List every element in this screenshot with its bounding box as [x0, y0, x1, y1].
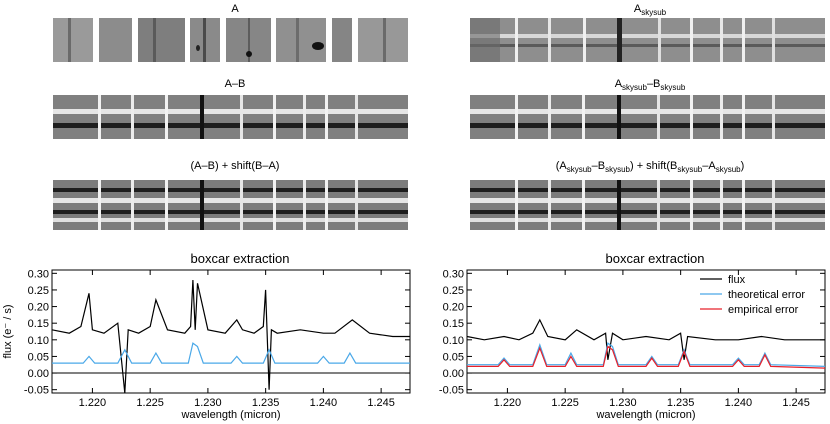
legend-entry: empirical error — [728, 304, 799, 316]
x-tick-label: 1.240 — [310, 397, 338, 409]
y-tick-label: 0.25 — [28, 285, 49, 297]
image-a-minus-b — [53, 95, 408, 139]
chart-right: 1.220 1.225 1.230 1.235 1.240 1.245 0.30 0.25 0.… — [439, 268, 826, 421]
y-tick-label: 0.20 — [443, 302, 464, 314]
image-shift — [53, 180, 408, 230]
y-tick-label: 0.15 — [443, 318, 464, 330]
x-axis-label: wavelength (micron) — [180, 409, 280, 421]
series-line-0 — [51, 279, 410, 394]
panel-title-shift: (A–B) + shift(B–A) — [190, 160, 280, 172]
x-tick-label: 1.235 — [252, 397, 280, 409]
y-tick-label: 0.30 — [28, 268, 49, 280]
legend-entry: theoretical error — [728, 289, 805, 301]
y-tick-label: 0.00 — [28, 368, 49, 380]
panel-title-a-minus-b: A–B — [224, 78, 246, 90]
panel-title-a: A — [231, 3, 239, 15]
image-a-skysub-svg — [470, 18, 825, 62]
legend-entry: flux — [728, 274, 746, 286]
panel-title-shift-skysub: (Askysub–Bskysub) + shift(Bskysub–Askysu… — [555, 160, 745, 175]
chart-left: 1.220 1.225 1.230 1.235 1.240 1.245 0.30 0.25 0.… — [2, 268, 411, 421]
y-tick-label: 0.30 — [443, 268, 464, 280]
image-shift-skysub-svg — [470, 180, 825, 230]
image-a — [53, 18, 408, 62]
panel-title-a-minus-b-skysub: Askysub–Bskysub — [614, 78, 686, 93]
chart-title-left: boxcar extraction — [190, 251, 290, 266]
y-tick-label: 0.05 — [28, 351, 49, 363]
image-a-svg — [53, 18, 408, 62]
image-shift-svg — [53, 180, 408, 230]
y-tick-label: 0.10 — [443, 335, 464, 347]
y-tick-label: 0.00 — [443, 368, 464, 380]
y-tick-label: -0.05 — [439, 385, 464, 397]
y-tick-label: 0.05 — [443, 351, 464, 363]
series-line-theoretical-error — [467, 342, 826, 367]
image-a-minus-b-svg — [53, 95, 408, 139]
x-tick-label: 1.245 — [367, 397, 395, 409]
x-tick-label: 1.240 — [725, 397, 753, 409]
image-a-skysub — [470, 18, 825, 62]
image-a-minus-b-skysub — [470, 95, 825, 139]
y-tick-label: 0.10 — [28, 335, 49, 347]
x-tick-label: 1.220 — [79, 397, 107, 409]
x-tick-label: 1.225 — [136, 397, 164, 409]
series-line-flux — [466, 318, 825, 360]
series-line-empirical-error — [467, 345, 826, 369]
x-tick-label: 1.245 — [782, 397, 810, 409]
x-tick-label: 1.230 — [194, 397, 222, 409]
image-shift-skysub — [470, 180, 825, 230]
series-line-1 — [52, 342, 410, 364]
x-tick-label: 1.220 — [494, 397, 522, 409]
x-tick-label: 1.235 — [667, 397, 695, 409]
y-axis-label: flux (e⁻ / s) — [2, 304, 14, 358]
plot-frame — [51, 269, 411, 394]
y-tick-label: 0.25 — [443, 285, 464, 297]
x-axis-label: wavelength (micron) — [595, 409, 695, 421]
y-tick-label: 0.20 — [28, 302, 49, 314]
x-tick-label: 1.225 — [551, 397, 579, 409]
panel-title-a-skysub: Askysub — [633, 3, 667, 18]
y-tick-label: -0.05 — [24, 385, 49, 397]
chart-title-right: boxcar extraction — [605, 251, 705, 266]
y-tick-label: 0.15 — [28, 318, 49, 330]
x-tick-label: 1.230 — [609, 397, 637, 409]
plot-frame — [466, 269, 826, 394]
image-a-minus-b-skysub-svg — [470, 95, 825, 139]
